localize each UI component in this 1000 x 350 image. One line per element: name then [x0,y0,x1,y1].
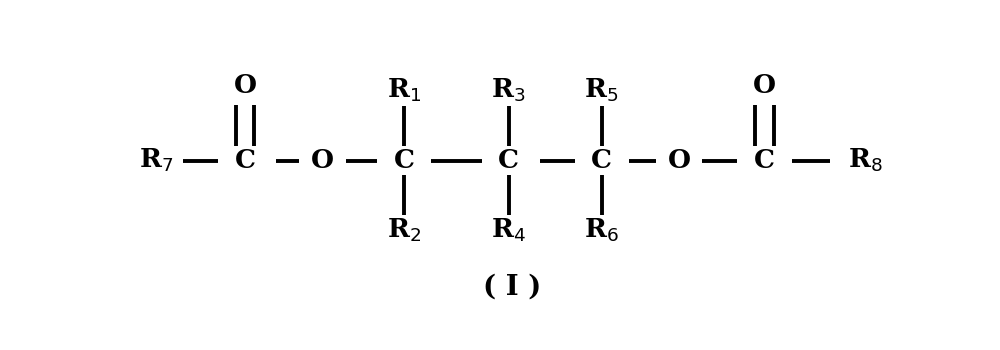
Text: R$_7$: R$_7$ [139,147,173,174]
Text: ( I ): ( I ) [483,274,542,301]
Text: R$_6$: R$_6$ [584,217,619,244]
Text: O: O [668,148,691,173]
Text: R$_5$: R$_5$ [584,77,619,104]
Text: O: O [234,72,257,98]
Text: C: C [754,148,775,173]
Text: R$_3$: R$_3$ [491,77,526,104]
Text: C: C [235,148,256,173]
Text: O: O [753,72,776,98]
Text: R$_2$: R$_2$ [387,217,421,244]
Text: O: O [311,148,334,173]
Text: C: C [394,148,415,173]
Text: R$_1$: R$_1$ [387,77,421,104]
Text: R$_8$: R$_8$ [848,147,882,174]
Text: C: C [591,148,612,173]
Text: C: C [498,148,519,173]
Text: R$_4$: R$_4$ [491,217,526,244]
